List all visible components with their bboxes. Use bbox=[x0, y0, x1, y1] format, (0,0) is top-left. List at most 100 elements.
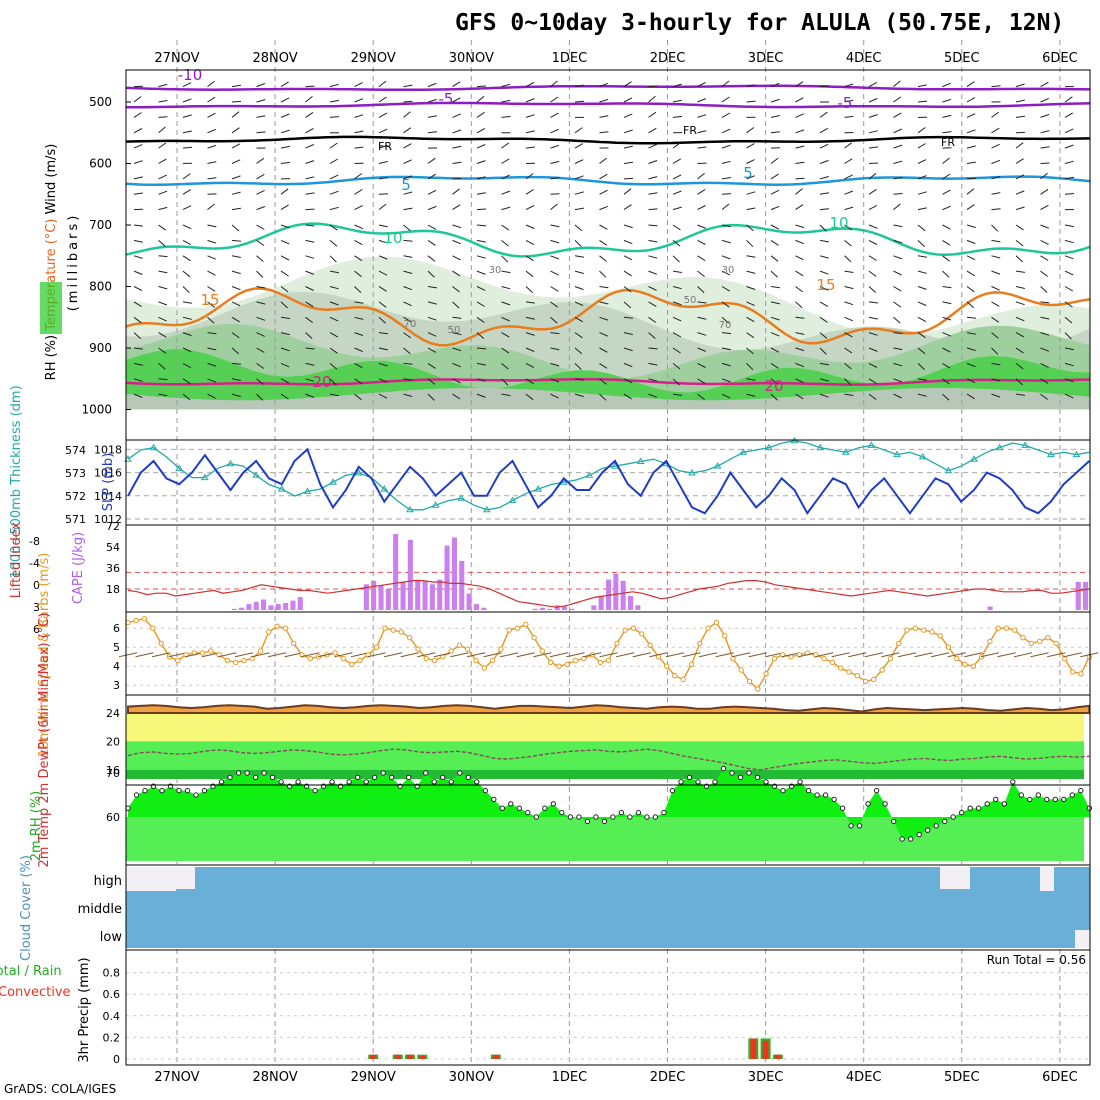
wind-barb bbox=[550, 112, 559, 118]
wind-barb bbox=[354, 316, 364, 320]
wind10m-barb bbox=[384, 652, 403, 658]
wind-barb bbox=[280, 301, 288, 309]
wind-barb bbox=[819, 127, 829, 134]
thickness-marker bbox=[944, 466, 953, 474]
wind10m-barb bbox=[135, 652, 154, 658]
wind-barb bbox=[305, 176, 315, 180]
wind-barb bbox=[501, 316, 510, 322]
wind-barb bbox=[476, 332, 485, 339]
slp-line bbox=[127, 447, 1090, 516]
wind10m-barb bbox=[367, 652, 386, 658]
wind-barb bbox=[770, 189, 780, 195]
wind-barb bbox=[182, 347, 192, 353]
wind-barb bbox=[574, 207, 584, 211]
wind-barb bbox=[378, 255, 388, 260]
wind-barb bbox=[623, 347, 633, 352]
upper-ylabel-part: RH (%) bbox=[44, 331, 59, 381]
wind-barb bbox=[623, 161, 633, 164]
wind-barb bbox=[133, 112, 142, 118]
cape-bar bbox=[569, 608, 575, 610]
wind-barb bbox=[378, 203, 387, 210]
wind-barb bbox=[378, 128, 388, 134]
wind-barb bbox=[1064, 301, 1073, 308]
wind-barb bbox=[550, 144, 560, 149]
wind-barb bbox=[721, 286, 730, 292]
wind-barb bbox=[795, 129, 805, 134]
wind-barb bbox=[403, 362, 413, 365]
rh-marker bbox=[746, 770, 752, 776]
wind-speed-marker bbox=[838, 665, 844, 671]
temperature-area bbox=[127, 704, 1091, 714]
wind-barb bbox=[354, 362, 363, 369]
wind-barb bbox=[280, 224, 290, 229]
rh-marker bbox=[465, 774, 471, 781]
wind-barb bbox=[476, 224, 487, 227]
thickness-marker bbox=[277, 485, 286, 492]
wind-barb bbox=[329, 224, 338, 231]
wind10m-barb bbox=[864, 652, 883, 658]
wind-barb bbox=[844, 255, 852, 263]
wind-barb bbox=[623, 301, 632, 309]
temp-band-cool bbox=[126, 741, 1084, 770]
wind-barb bbox=[648, 316, 657, 323]
wind-barb bbox=[991, 378, 1001, 382]
wind-barb bbox=[672, 224, 681, 231]
wind-barb bbox=[501, 301, 511, 306]
grads-credit: GrADS: COLA/IGES bbox=[4, 1082, 117, 1096]
wind-barb bbox=[868, 332, 878, 336]
wind-barb bbox=[746, 316, 755, 323]
wind-speed-marker bbox=[630, 625, 637, 631]
wind-barb bbox=[133, 128, 143, 134]
wind-barb bbox=[623, 362, 633, 368]
wind10m-barb bbox=[533, 652, 552, 658]
wind-speed-marker bbox=[622, 627, 628, 633]
wind-barb bbox=[525, 393, 534, 401]
wind-barb bbox=[966, 301, 975, 309]
wind-barb bbox=[182, 205, 192, 211]
cape-bar bbox=[246, 604, 252, 610]
thickness-marker bbox=[534, 485, 543, 492]
thickness-marker bbox=[303, 487, 312, 494]
wind-barb bbox=[476, 301, 485, 307]
wind-barb bbox=[623, 239, 633, 245]
wind-barb bbox=[942, 270, 950, 278]
rh-marker bbox=[1018, 792, 1024, 798]
wind-barb bbox=[231, 224, 240, 232]
wind-barb bbox=[721, 96, 730, 103]
wind10m-barb bbox=[268, 652, 287, 658]
wind-barb bbox=[893, 286, 902, 292]
cape-bar bbox=[363, 584, 369, 610]
wind-barb bbox=[917, 255, 927, 258]
wind-barb bbox=[354, 378, 363, 385]
wind-barb bbox=[991, 192, 1001, 195]
wind10m-barb bbox=[483, 652, 502, 658]
wind-barb bbox=[427, 332, 437, 337]
date-label-bottom: 28NOV bbox=[253, 1070, 298, 1085]
wind-barb bbox=[182, 301, 192, 304]
wind-barb bbox=[280, 145, 290, 149]
wind-speed-marker bbox=[307, 655, 313, 662]
wind-barb bbox=[672, 363, 681, 370]
wind-barb bbox=[476, 316, 485, 323]
wind-barb bbox=[501, 190, 511, 195]
wind-barb bbox=[329, 83, 339, 88]
rh-marker bbox=[925, 827, 931, 833]
wind-barb bbox=[574, 270, 584, 274]
wind-barb bbox=[770, 239, 779, 246]
wind-barb bbox=[231, 347, 240, 355]
wind-barb bbox=[599, 270, 607, 278]
precip-tick-label: 0.2 bbox=[103, 1031, 121, 1044]
wind-barb bbox=[991, 393, 1001, 398]
wind-barb bbox=[942, 378, 950, 385]
wind-barb bbox=[305, 144, 314, 149]
cape-tick-label: 54 bbox=[106, 541, 120, 554]
wind-barb bbox=[354, 239, 363, 246]
wind-barb bbox=[476, 255, 486, 259]
wind-barb bbox=[991, 286, 1000, 291]
wind-barb bbox=[1015, 190, 1025, 195]
wind-barb bbox=[501, 363, 509, 370]
date-label-top: 2DEC bbox=[650, 51, 686, 66]
wind-barb bbox=[256, 301, 266, 305]
wind10m-barb bbox=[964, 652, 983, 658]
wind-barb bbox=[819, 224, 827, 232]
